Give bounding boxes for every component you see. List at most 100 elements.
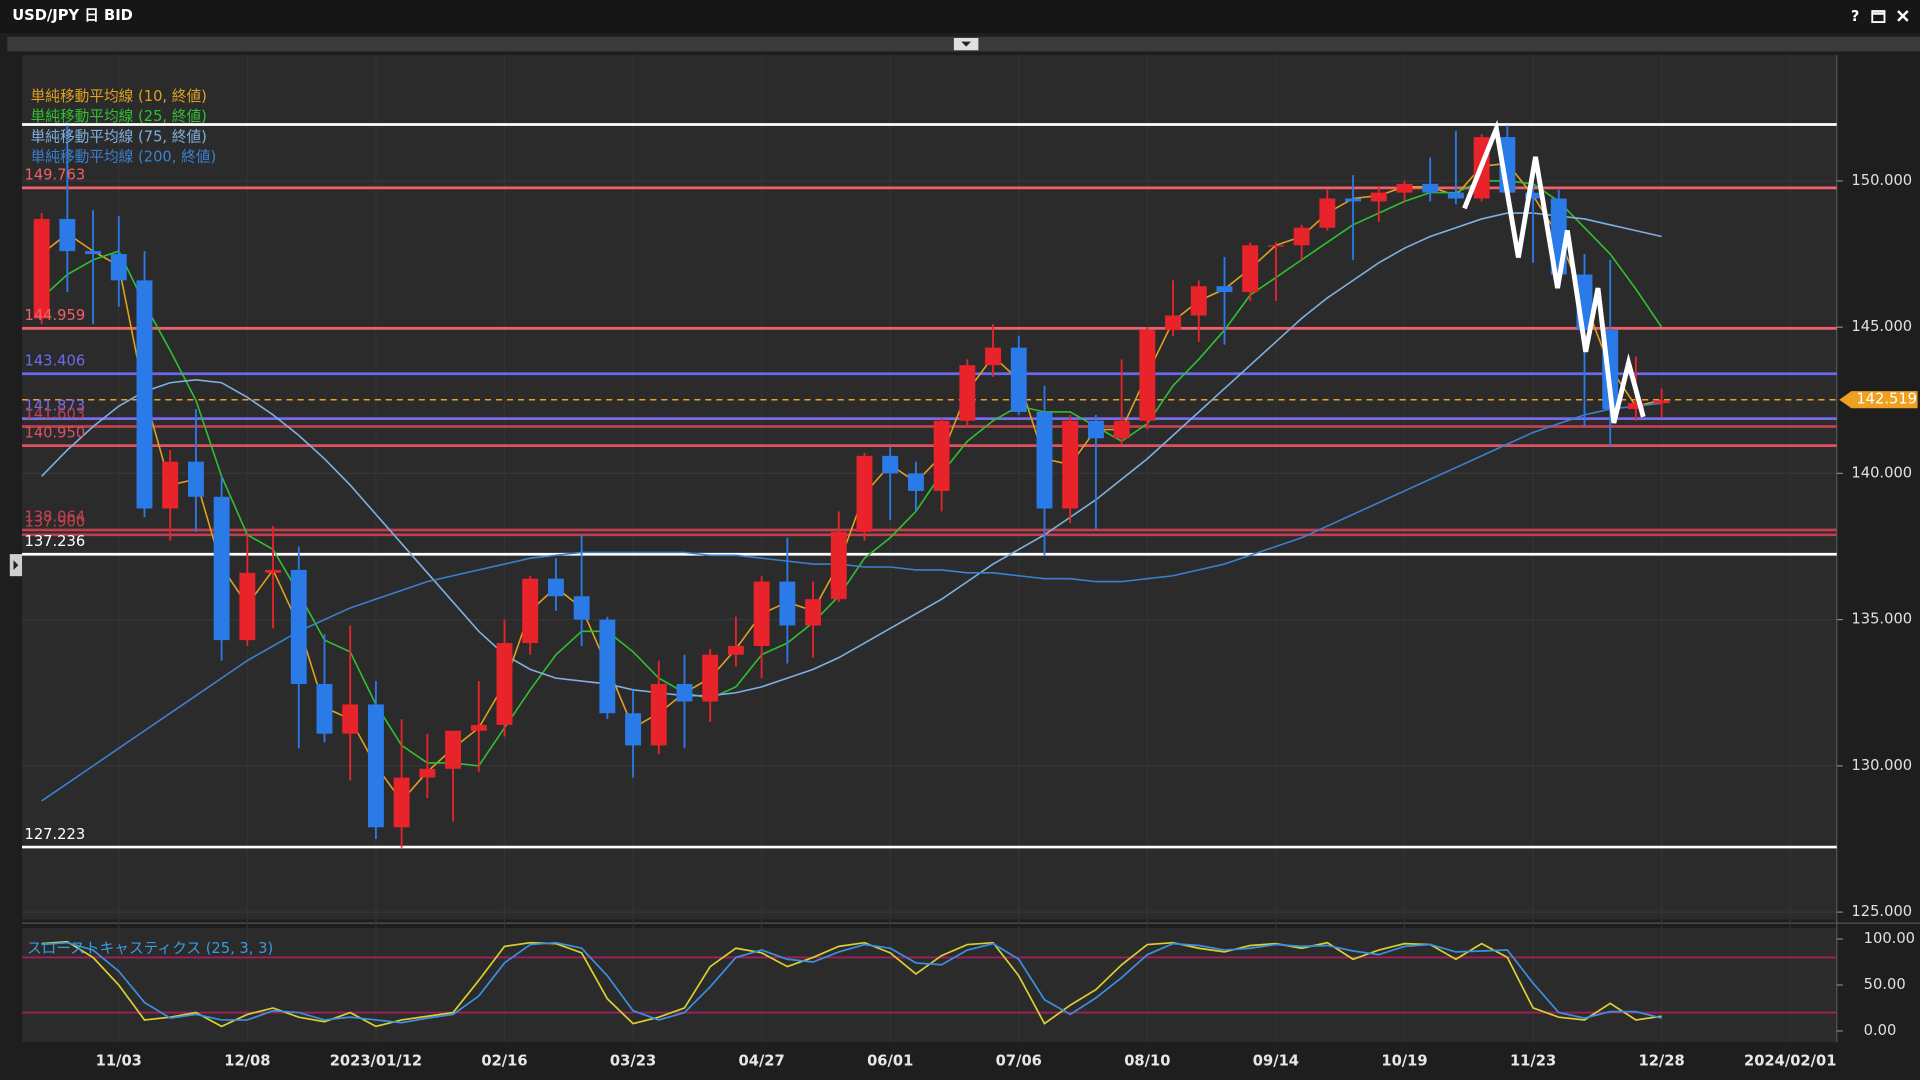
candle-body [1345,198,1362,202]
candle-body [959,365,976,421]
candle-body [522,578,539,644]
x-tick-label: 12/08 [224,1053,270,1070]
candle-body [1447,192,1464,199]
chart-labels: 125.000 130.000 135.000 140.000 145.000 150.0… [24,88,1918,1070]
candle-body [650,683,667,746]
candle-body [470,724,487,731]
candle-body [1422,183,1439,193]
x-tick-label: 2023/01/12 [330,1053,422,1070]
candle-body [1293,227,1310,246]
window-title: USD/JPY 日 BID [12,7,133,24]
level-label: 141.873 [24,397,85,414]
candle-body [316,683,333,734]
maximize-button[interactable] [1871,10,1886,23]
stochastic-line [41,941,1662,1024]
candle-body [1165,315,1182,331]
level-label: 127.223 [24,826,85,843]
legend-entry: 単純移動平均線 (10, 終値) [31,88,207,105]
stochastic-line [41,940,1662,1028]
candle-body [1370,192,1387,202]
x-tick-label: 11/23 [1510,1053,1556,1070]
candle-body [1216,286,1233,293]
candle-body [599,619,616,714]
stochastic-plot-area [22,927,1837,1042]
level-label: 149.763 [24,167,85,184]
candle-body [547,578,564,597]
level-label: 143.406 [24,353,85,370]
close-button[interactable] [1897,10,1909,22]
candle-body [33,218,50,319]
candle-body [1010,347,1027,412]
legend-entry: 単純移動平均線 (25, 終値) [31,108,207,125]
x-tick-label: 02/16 [481,1053,527,1070]
candle-body [162,461,179,509]
candle-body [265,569,282,573]
candle-body [625,713,642,746]
candle-body [1113,420,1130,439]
x-tick-label: 06/01 [867,1053,913,1070]
candle-body [187,461,204,497]
candle-body [856,455,873,532]
candle-body [933,420,950,491]
candle-body [1062,420,1079,509]
candle-body [830,531,847,600]
candle-body [419,768,436,778]
candle-body [239,572,256,641]
level-label: 137.900 [24,514,85,531]
level-label: 141.603 [24,405,85,422]
grid [22,55,1837,1042]
candle-body [496,643,513,725]
y-tick-label: 0.00 [1864,1022,1897,1039]
candle-body [1036,411,1053,509]
candle-body [85,251,102,255]
toolbar-dropdown[interactable] [953,38,979,51]
y-tick-label: 140.000 [1851,464,1912,481]
y-tick-label: 100.00 [1864,930,1915,947]
candle-body [1627,403,1644,410]
candle-body [1139,330,1156,421]
candle-body [445,730,462,769]
candle-body [367,704,384,828]
candle-body [1087,420,1104,439]
candle-body [290,569,307,684]
x-tick-label: 09/14 [1253,1053,1299,1070]
candle-body [1396,183,1413,193]
y-tick-label: 135.000 [1851,611,1912,628]
y-tick-label: 50.00 [1864,976,1906,993]
candle-body [676,683,693,702]
help-button[interactable]: ? [1851,8,1860,25]
title-bar [0,0,1920,34]
x-tick-label: 12/28 [1639,1053,1685,1070]
candle-body [805,599,822,626]
main-plot-area [22,55,1837,920]
legend-entry: 単純移動平均線 (200, 終値) [31,149,217,166]
candle-body [1242,245,1259,293]
side-toggle[interactable] [9,554,23,577]
x-tick-label: 03/23 [610,1053,656,1070]
candle-body [59,218,76,252]
last-price-label: 142.519 [1856,391,1917,408]
candle-body [1267,245,1284,247]
candle-body [136,280,153,509]
last-price-tag [1839,391,1918,409]
x-tick-label: 2024/02/01 [1744,1053,1836,1070]
stochastic-title: スローストキャスティクス (25, 3, 3) [27,940,273,957]
y-tick-label: 150.000 [1851,172,1912,189]
moving-average-line [41,212,1662,697]
candle-body [110,254,127,281]
x-tick-label: 10/19 [1381,1053,1427,1070]
candle-body [907,473,924,491]
chart-layers [22,55,1837,1042]
levels [22,123,1837,1014]
level-label: 137.236 [24,533,85,550]
level-label: 138.064 [24,509,85,526]
zigzag-annotation [1462,119,1646,424]
x-tick-label: 07/06 [996,1053,1042,1070]
x-tick-label: 08/10 [1124,1053,1170,1070]
candle-body [702,654,719,702]
candle-body [779,581,796,626]
legend-entry: 単純移動平均線 (75, 終値) [31,128,207,145]
level-label: 144.959 [24,307,85,324]
candle-body [1319,198,1336,228]
